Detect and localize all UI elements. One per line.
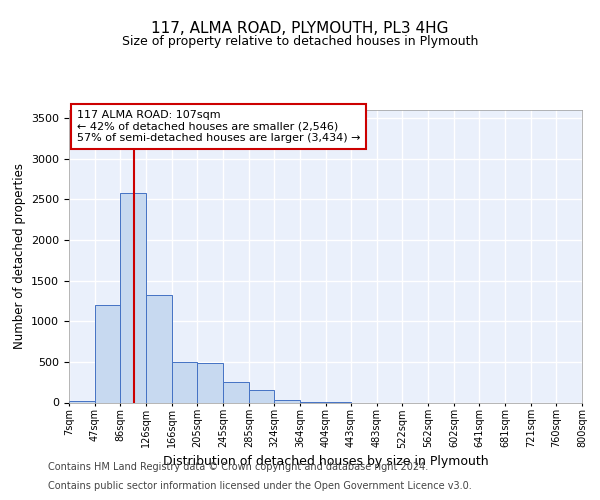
Bar	[249, 390, 274, 402]
Bar	[69, 401, 95, 402]
Bar	[95, 305, 120, 402]
Text: Size of property relative to detached houses in Plymouth: Size of property relative to detached ho…	[122, 35, 478, 48]
Bar	[197, 362, 223, 403]
Bar	[120, 193, 146, 402]
Text: 117, ALMA ROAD, PLYMOUTH, PL3 4HG: 117, ALMA ROAD, PLYMOUTH, PL3 4HG	[151, 21, 449, 36]
Text: Contains public sector information licensed under the Open Government Licence v3: Contains public sector information licen…	[48, 481, 472, 491]
Bar	[172, 362, 197, 403]
Bar	[146, 295, 172, 403]
X-axis label: Distribution of detached houses by size in Plymouth: Distribution of detached houses by size …	[163, 454, 488, 468]
Bar	[223, 382, 249, 402]
Bar	[274, 400, 300, 402]
Y-axis label: Number of detached properties: Number of detached properties	[13, 163, 26, 349]
Text: 117 ALMA ROAD: 107sqm
← 42% of detached houses are smaller (2,546)
57% of semi-d: 117 ALMA ROAD: 107sqm ← 42% of detached …	[77, 110, 360, 143]
Text: Contains HM Land Registry data © Crown copyright and database right 2024.: Contains HM Land Registry data © Crown c…	[48, 462, 428, 472]
